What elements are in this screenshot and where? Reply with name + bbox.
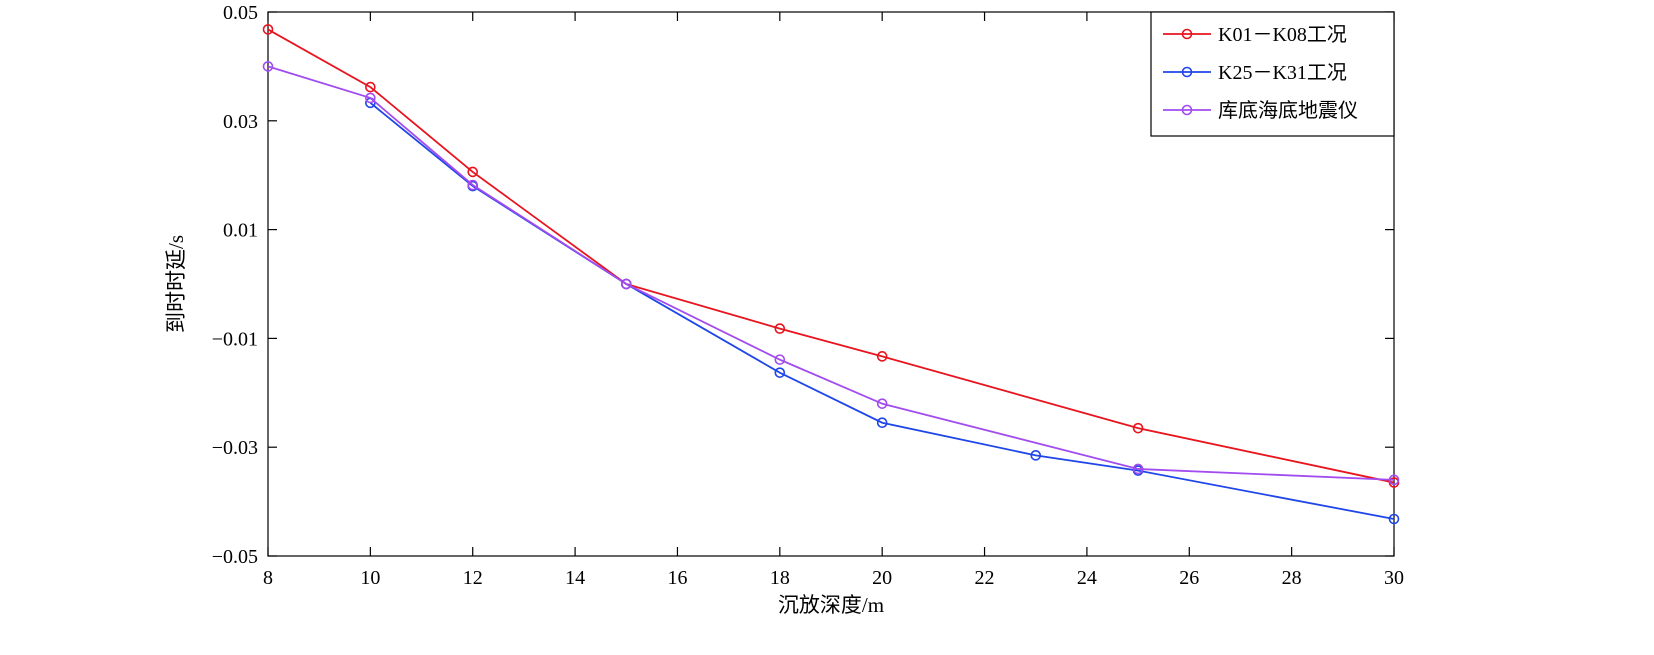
legend-label: 库底海底地震仪 (1218, 99, 1358, 122)
x-axis-title: 沉放深度/m (778, 593, 884, 617)
axis-ticks: 8 10 12 14 16 18 20 22 24 26 28 30 0.05 0.03 0.01 −0.01… (212, 2, 1404, 589)
data-point (467, 179, 479, 191)
x-tick-label: 26 (1179, 567, 1199, 589)
data-point (876, 398, 888, 409)
x-tick-label: 12 (463, 567, 483, 589)
legend-marker (1181, 104, 1193, 116)
x-tick-label: 28 (1282, 567, 1302, 589)
x-tick-label: 14 (565, 567, 585, 589)
data-point (774, 354, 786, 365)
data-point (1132, 463, 1144, 475)
data-point (1388, 474, 1400, 486)
series-layer (262, 24, 1400, 525)
data-point (365, 81, 376, 93)
x-tick-label: 24 (1077, 567, 1097, 589)
x-tick-label: 18 (770, 567, 790, 589)
x-tick-label: 22 (975, 567, 995, 589)
x-tick-label: 30 (1384, 567, 1404, 589)
legend-marker (1181, 66, 1193, 78)
data-point (876, 351, 888, 362)
legend-marker (1181, 28, 1193, 40)
data-point (1388, 513, 1400, 525)
data-point (774, 367, 786, 378)
y-tick-label: −0.01 (212, 328, 258, 350)
y-axis-title: 到时时延/s (164, 235, 188, 333)
x-tick-label: 10 (360, 567, 380, 589)
series-line-3 (267, 65, 1395, 481)
y-tick-label: 0.05 (223, 2, 258, 24)
y-tick-label: −0.03 (212, 437, 258, 459)
data-point (467, 166, 479, 178)
data-point (620, 278, 632, 290)
series-line-1 (267, 28, 1395, 484)
y-tick-label: 0.03 (223, 111, 258, 133)
x-tick-label: 16 (667, 567, 687, 589)
data-point (262, 24, 274, 35)
legend-label: K01－K08工况 (1218, 24, 1347, 46)
data-point (876, 417, 888, 429)
data-point (262, 61, 274, 72)
y-tick-label: −0.05 (212, 546, 258, 568)
data-point (1132, 422, 1144, 434)
x-tick-label: 8 (263, 567, 273, 589)
data-point (774, 323, 786, 334)
data-point (365, 92, 376, 104)
y-tick-label: 0.01 (223, 220, 258, 242)
data-point (1030, 450, 1042, 461)
legend-label: K25－K31工况 (1218, 62, 1347, 84)
x-tick-label: 20 (872, 567, 892, 589)
